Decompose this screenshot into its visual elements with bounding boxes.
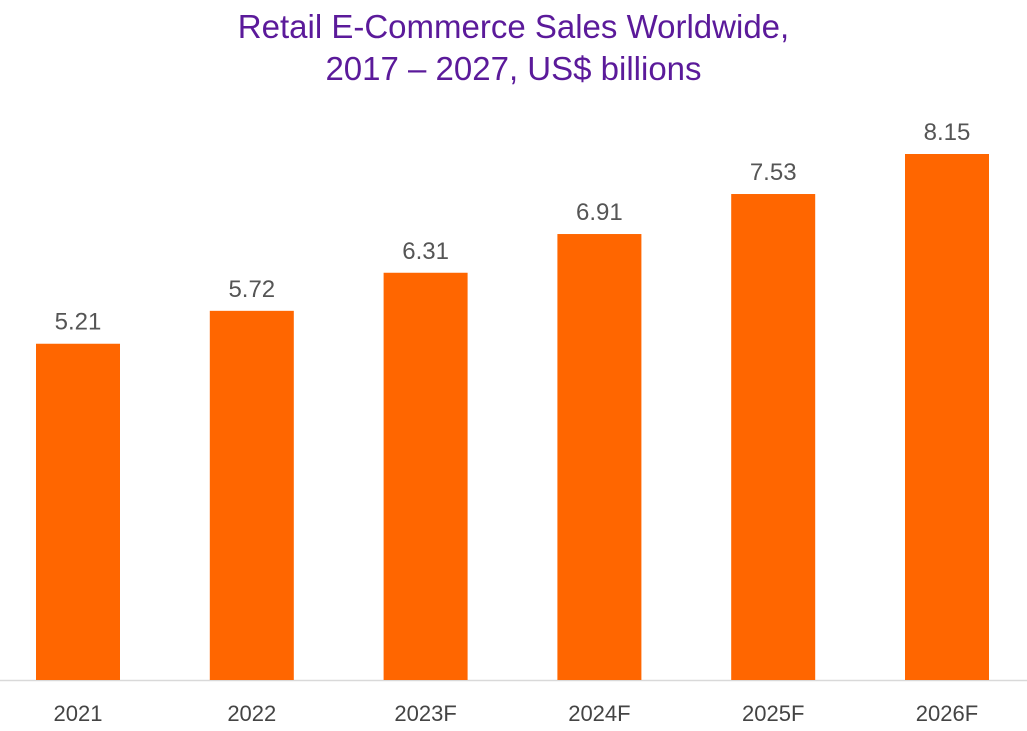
data-label-2025F: 7.53 (750, 159, 797, 186)
data-label-2023F: 6.31 (402, 238, 449, 265)
x-tick-label-2021: 2021 (54, 701, 103, 726)
chart-title: Retail E-Commerce Sales Worldwide, 2017 … (0, 6, 1027, 90)
x-tick-label-2025F: 2025F (742, 701, 804, 726)
data-label-2026F: 8.15 (924, 119, 971, 146)
x-tick-label-2022: 2022 (227, 701, 276, 726)
x-tick-label-2026F: 2026F (916, 701, 978, 726)
data-label-2021: 5.21 (55, 309, 102, 336)
data-label-2022: 5.72 (228, 276, 275, 303)
bar-2024F (557, 234, 642, 680)
chart-title-line-1: Retail E-Commerce Sales Worldwide, (237, 8, 790, 45)
bar-2022 (209, 310, 294, 680)
x-tick-label-2024F: 2024F (568, 701, 630, 726)
bar-2021 (36, 343, 120, 680)
bar-2026F (905, 154, 989, 680)
bar-2025F (731, 194, 816, 681)
bar-2023F (383, 272, 468, 680)
data-label-2024F: 6.91 (576, 199, 623, 226)
chart-title-line-2: 2017 – 2027, US$ billions (325, 50, 702, 87)
x-tick-label-2023F: 2023F (394, 701, 456, 726)
